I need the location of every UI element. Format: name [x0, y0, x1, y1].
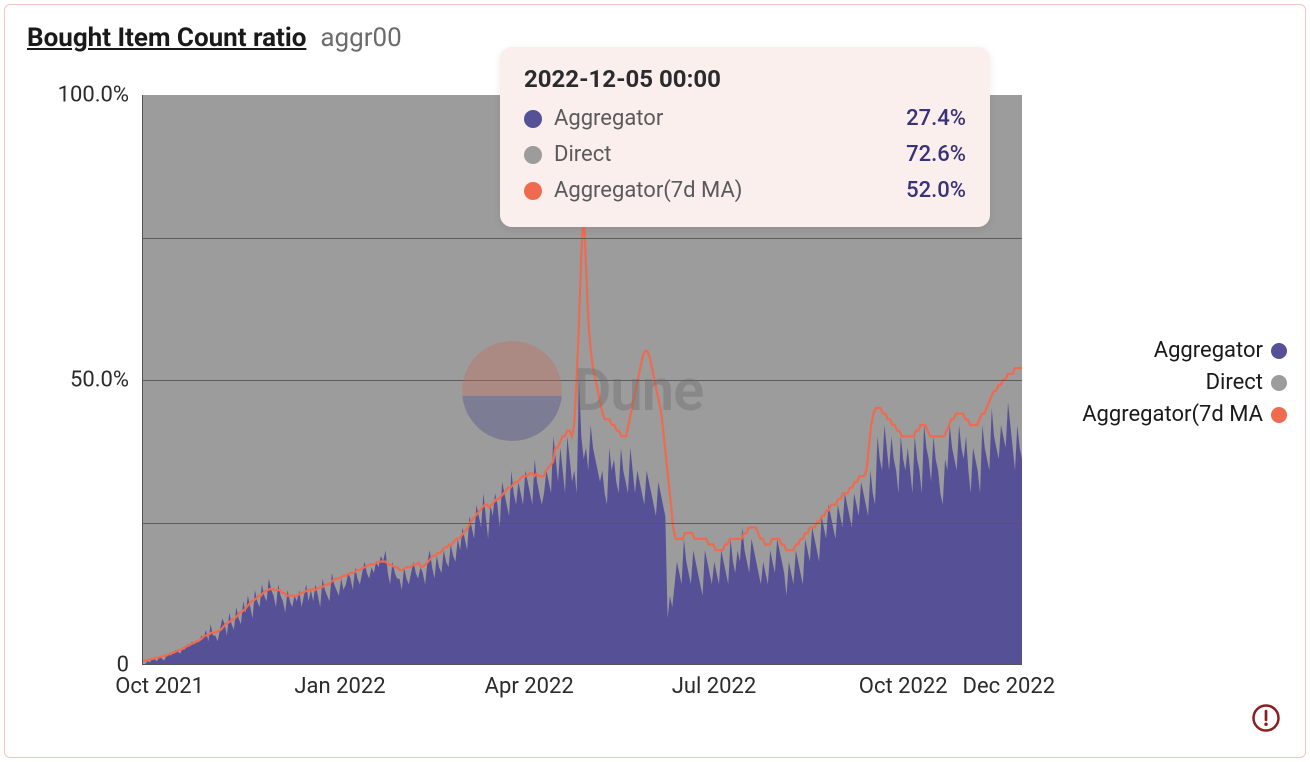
- y-tick-label: 100.0%: [58, 83, 129, 108]
- chart-widget: Bought Item Count ratio aggr00 050.0%100…: [4, 4, 1306, 758]
- y-axis: 050.0%100.0%: [27, 85, 137, 670]
- tooltip-swatch: [524, 182, 542, 200]
- legend-label: Aggregator(7d MA: [1082, 399, 1263, 431]
- chart-subtitle: aggr00: [320, 23, 401, 53]
- tooltip-row: Aggregator(7d MA)52.0%: [524, 173, 966, 209]
- legend-label: Direct: [1206, 367, 1263, 399]
- chart-header: Bought Item Count ratio aggr00: [27, 23, 402, 53]
- y-tick-label: 50.0%: [70, 368, 129, 393]
- tooltip-label: Direct: [554, 137, 906, 173]
- legend-swatch: [1271, 343, 1287, 359]
- warning-icon[interactable]: [1251, 703, 1281, 733]
- legend-swatch: [1271, 407, 1287, 423]
- tooltip-value: 72.6%: [906, 137, 966, 173]
- tooltip-label: Aggregator: [554, 101, 906, 137]
- tooltip-label: Aggregator(7d MA): [554, 173, 906, 209]
- legend-swatch: [1271, 375, 1287, 391]
- x-tick-label: Oct 2021: [115, 674, 204, 699]
- legend-item[interactable]: Direct: [1082, 367, 1287, 399]
- chart-title[interactable]: Bought Item Count ratio: [27, 23, 306, 53]
- tooltip-title: 2022-12-05 00:00: [524, 65, 966, 93]
- legend-label: Aggregator: [1154, 335, 1263, 367]
- tooltip-swatch: [524, 146, 542, 164]
- x-tick-label: Oct 2022: [859, 674, 948, 699]
- x-tick-label: Dec 2022: [963, 674, 1056, 699]
- gridline: [143, 238, 1022, 239]
- legend-item[interactable]: Aggregator(7d MA: [1082, 399, 1287, 431]
- x-tick-label: Jul 2022: [672, 674, 757, 699]
- gridline: [143, 380, 1022, 381]
- tooltip: 2022-12-05 00:00 Aggregator27.4%Direct72…: [500, 47, 990, 227]
- x-tick-label: Jan 2022: [294, 674, 385, 699]
- legend-item[interactable]: Aggregator: [1082, 335, 1287, 367]
- legend: AggregatorDirectAggregator(7d MA: [1082, 335, 1287, 431]
- tooltip-value: 52.0%: [906, 173, 966, 209]
- x-tick-label: Apr 2022: [485, 674, 574, 699]
- tooltip-row: Direct72.6%: [524, 137, 966, 173]
- gridline: [143, 523, 1022, 524]
- tooltip-row: Aggregator27.4%: [524, 101, 966, 137]
- x-axis: Oct 2021Jan 2022Apr 2022Jul 2022Oct 2022…: [142, 670, 1022, 710]
- tooltip-swatch: [524, 110, 542, 128]
- tooltip-value: 27.4%: [906, 101, 966, 137]
